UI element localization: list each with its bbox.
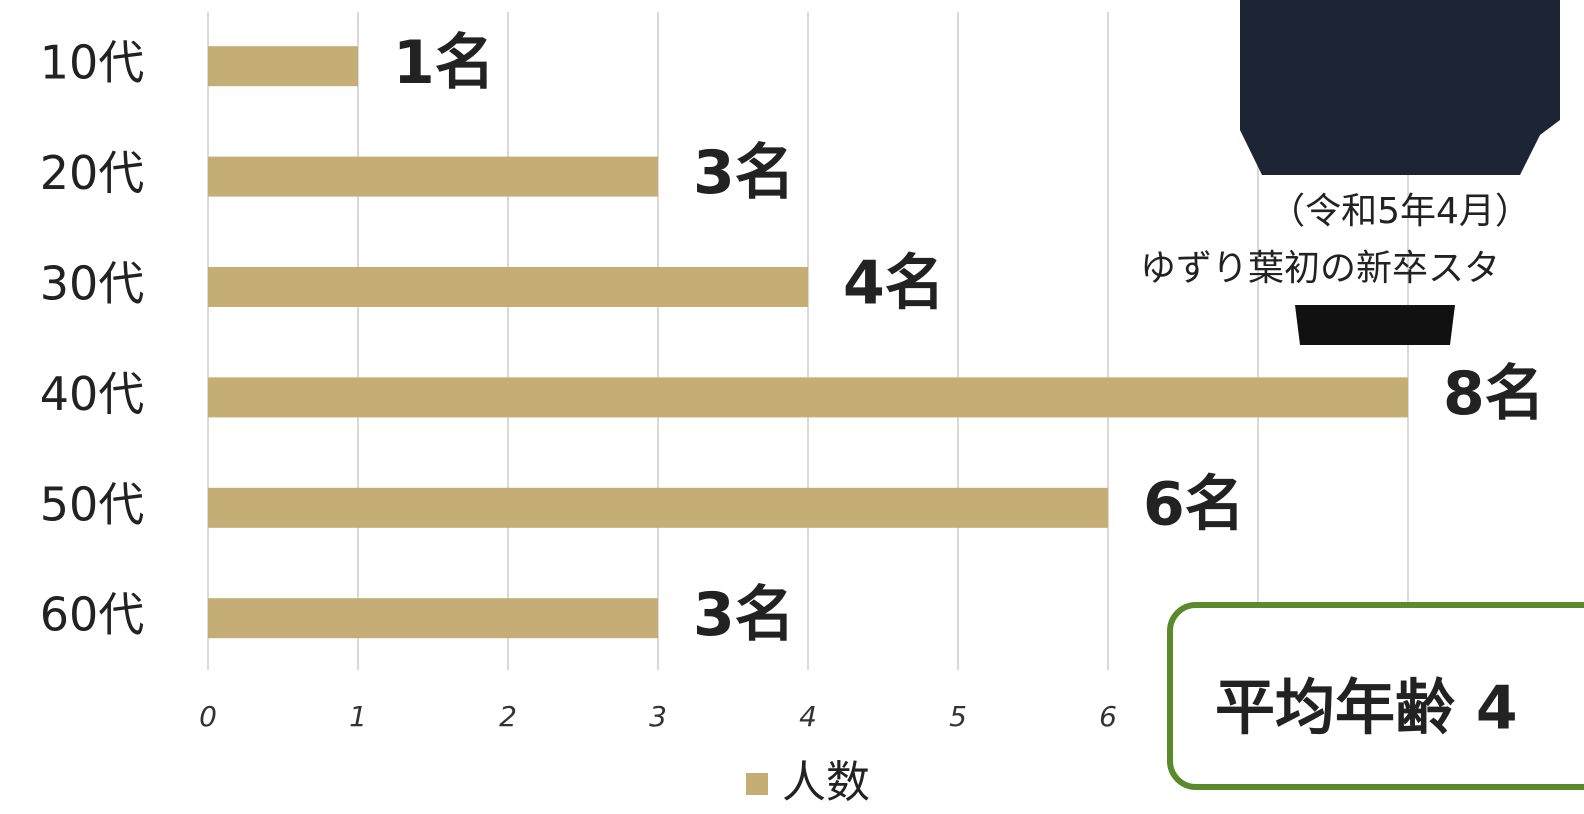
x-tick-label: 4 xyxy=(799,700,817,733)
y-tick-label: 60代 xyxy=(40,588,145,642)
bar xyxy=(208,267,808,307)
bars: 10代 1名 20代 3名 30代 4名 40代 8名 50代 6名 60代 3名 xyxy=(40,28,1545,650)
x-tick-label: 3 xyxy=(649,700,667,733)
y-tick-label: 50代 xyxy=(40,477,145,531)
y-tick-label: 10代 xyxy=(40,36,145,90)
bar xyxy=(208,377,1408,418)
value-label: 1名 xyxy=(393,28,495,98)
photo xyxy=(1240,0,1560,345)
y-tick-label: 20代 xyxy=(40,146,145,200)
bar xyxy=(208,487,1108,528)
legend-label: 人数 xyxy=(782,757,870,808)
bar xyxy=(208,46,358,87)
value-label: 4名 xyxy=(843,249,945,319)
x-tick-label: 0 xyxy=(199,700,217,733)
y-tick-label: 40代 xyxy=(40,367,145,421)
average-age: 平均年齢 4 xyxy=(1215,674,1518,744)
x-tick-label: 2 xyxy=(499,700,517,733)
x-tick-label: 1 xyxy=(349,700,367,733)
value-label: 6名 xyxy=(1143,469,1245,539)
x-tick-label: 6 xyxy=(1099,700,1117,733)
bar xyxy=(208,598,658,639)
caption-date: （令和5年4月） xyxy=(1269,191,1531,232)
photo-pants xyxy=(1295,305,1455,345)
x-tick-label: 5 xyxy=(949,700,967,733)
value-label: 3名 xyxy=(693,580,795,650)
caption: ゆずり葉初の新卒スタ xyxy=(1140,248,1500,289)
value-label: 3名 xyxy=(693,138,795,208)
value-label: 8名 xyxy=(1443,359,1545,429)
bar xyxy=(208,156,658,197)
y-tick-label: 30代 xyxy=(40,257,145,311)
photo-shirt xyxy=(1240,0,1560,175)
average-box xyxy=(1167,602,1584,790)
legend-swatch xyxy=(746,773,768,795)
